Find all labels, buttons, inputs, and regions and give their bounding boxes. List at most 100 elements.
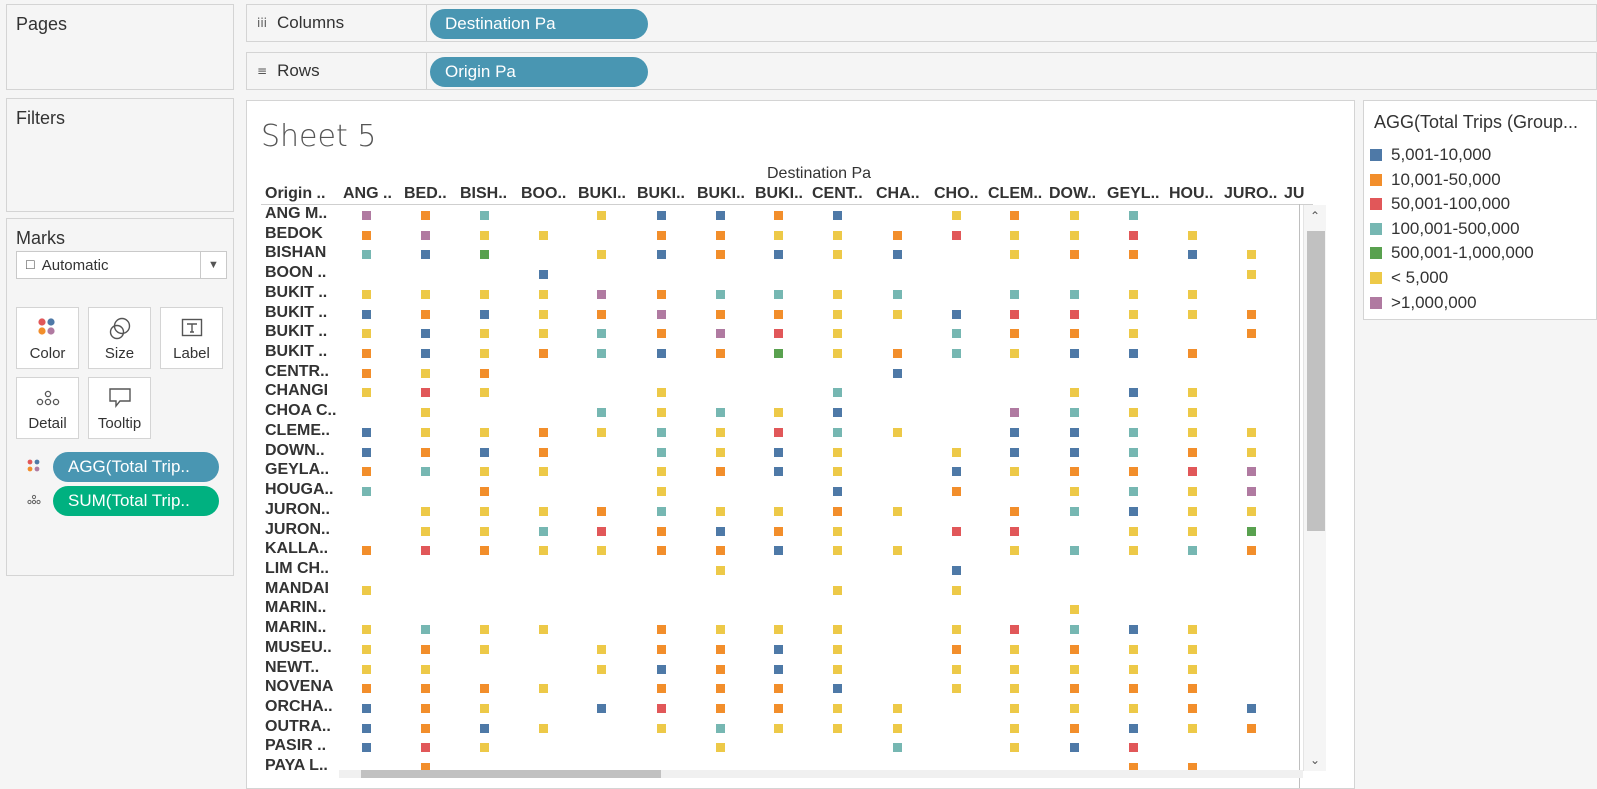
legend-item[interactable]: >1,000,000 [1370,293,1477,313]
heatmap-mark[interactable] [1069,427,1079,437]
heatmap-mark[interactable] [1128,644,1138,654]
legend-item[interactable]: 50,001-100,000 [1370,194,1510,214]
heatmap-mark[interactable] [715,427,725,437]
heatmap-mark[interactable] [1069,625,1079,635]
heatmap-mark[interactable] [951,526,961,536]
heatmap-mark[interactable] [832,526,842,536]
heatmap-mark[interactable] [538,427,548,437]
heatmap-mark[interactable] [1009,467,1019,477]
heatmap-mark[interactable] [1246,329,1256,339]
heatmap-mark[interactable] [656,230,666,240]
heatmap-mark[interactable] [832,704,842,713]
heatmap-mark[interactable] [892,309,902,319]
heatmap-mark[interactable] [1009,349,1019,359]
heatmap-mark[interactable] [656,506,666,516]
heatmap-mark[interactable] [1246,467,1256,477]
heatmap-mark[interactable] [1187,526,1197,536]
heatmap-mark[interactable] [596,427,606,437]
heatmap-mark[interactable] [596,309,606,319]
heatmap-mark[interactable] [420,230,430,240]
heatmap-mark[interactable] [479,427,489,437]
heatmap-mark[interactable] [1128,506,1138,516]
heatmap-mark[interactable] [951,684,961,694]
heatmap-mark[interactable] [479,625,489,635]
row-header[interactable]: BISHAN [265,244,327,262]
heatmap-mark[interactable] [773,644,783,654]
heatmap-mark[interactable] [1069,506,1079,516]
heatmap-mark[interactable] [361,684,371,694]
column-header[interactable]: CENT.. [812,185,863,202]
heatmap-mark[interactable] [656,684,666,694]
heatmap-mark[interactable] [1187,625,1197,635]
row-header[interactable]: CLEME.. [265,421,330,439]
heatmap-mark[interactable] [479,467,489,477]
heatmap-mark[interactable] [892,427,902,437]
heatmap-mark[interactable] [656,526,666,536]
heatmap-mark[interactable] [420,546,430,556]
heatmap-mark[interactable] [361,546,371,556]
heatmap-mark[interactable] [773,506,783,516]
legend-item[interactable]: 100,001-500,000 [1370,219,1520,239]
heatmap-mark[interactable] [1069,467,1079,477]
heatmap-mark[interactable] [420,526,430,536]
heatmap-mark[interactable] [596,211,606,220]
heatmap-mark[interactable] [656,250,666,260]
heatmap-mark[interactable] [1069,684,1079,694]
heatmap-mark[interactable] [1187,467,1197,477]
heatmap-mark[interactable] [361,309,371,319]
row-header[interactable]: PASIR .. [265,737,327,755]
heatmap-mark[interactable] [479,368,489,378]
heatmap-mark[interactable] [1069,447,1079,457]
heatmap-mark[interactable] [656,664,666,674]
heatmap-mark[interactable] [479,487,489,497]
heatmap-mark[interactable] [656,289,666,299]
origin-pa-pill[interactable]: Origin Pa [430,57,648,87]
columns-shelf[interactable]: iii Columns Destination Pa [246,4,1597,42]
color-button[interactable]: Color [16,307,79,369]
heatmap-mark[interactable] [1069,644,1079,654]
heatmap-mark[interactable] [361,723,371,733]
color-legend[interactable]: AGG(Total Trips (Group... 5,001-10,000 10… [1363,100,1597,320]
agg-total-trips-pill[interactable]: AGG(Total Trip.. [53,452,219,482]
heatmap-mark[interactable] [1128,388,1138,398]
vertical-scrollbar[interactable]: ⌃ ⌄ [1303,205,1326,771]
heatmap-mark[interactable] [1187,684,1197,694]
heatmap-mark[interactable] [1246,723,1256,733]
heatmap-mark[interactable] [361,368,371,378]
heatmap-mark[interactable] [951,349,961,359]
row-header[interactable]: MARIN.. [265,619,327,637]
heatmap-mark[interactable] [538,270,548,280]
heatmap-mark[interactable] [1187,704,1197,713]
heatmap-mark[interactable] [951,447,961,457]
heatmap-mark[interactable] [479,546,489,556]
heatmap-mark[interactable] [538,230,548,240]
heatmap-mark[interactable] [1187,408,1197,418]
heatmap-mark[interactable] [773,211,783,220]
heatmap-mark[interactable] [479,250,489,260]
heatmap-mark[interactable] [479,644,489,654]
heatmap-mark[interactable] [832,388,842,398]
heatmap-mark[interactable] [892,506,902,516]
heatmap-mark[interactable] [361,487,371,497]
heatmap-mark[interactable] [832,329,842,339]
heatmap-mark[interactable] [832,230,842,240]
heatmap-mark[interactable] [538,329,548,339]
heatmap-mark[interactable] [832,664,842,674]
heatmap-mark[interactable] [832,546,842,556]
heatmap-mark[interactable] [538,526,548,536]
heatmap-mark[interactable] [1187,763,1197,773]
heatmap-mark[interactable] [538,467,548,477]
heatmap-mark[interactable] [1128,349,1138,359]
size-button[interactable]: Size [88,307,151,369]
row-header[interactable]: BUKIT .. [265,303,328,321]
heatmap-mark[interactable] [1069,605,1079,615]
heatmap-mark[interactable] [361,664,371,674]
heatmap-mark[interactable] [361,427,371,437]
heatmap-mark[interactable] [479,723,489,733]
heatmap-mark[interactable] [715,447,725,457]
heatmap-mark[interactable] [1009,625,1019,635]
heatmap-mark[interactable] [1246,487,1256,497]
column-header[interactable]: GEYL.. [1107,185,1160,202]
heatmap-mark[interactable] [1009,250,1019,260]
column-header[interactable]: ANG .. [343,185,392,202]
